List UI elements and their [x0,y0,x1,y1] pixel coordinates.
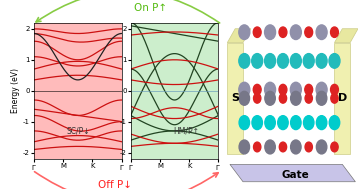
Circle shape [304,116,314,130]
Circle shape [239,91,250,105]
Text: On P↑: On P↑ [134,3,167,12]
Circle shape [265,82,276,97]
Circle shape [303,54,314,68]
Circle shape [265,140,275,154]
Text: Gate: Gate [281,170,309,180]
Text: Off P↓: Off P↓ [98,180,131,189]
Circle shape [265,25,276,40]
Circle shape [330,27,338,37]
Polygon shape [227,29,251,43]
Circle shape [253,93,261,103]
Circle shape [252,54,263,68]
Circle shape [291,140,301,154]
Circle shape [316,91,327,105]
Polygon shape [230,164,355,182]
Circle shape [330,84,338,95]
Circle shape [239,25,250,40]
FancyArrowPatch shape [36,0,220,23]
Circle shape [290,54,301,68]
Text: SC/P↓: SC/P↓ [66,126,90,136]
Circle shape [265,54,276,68]
Circle shape [291,91,301,105]
Polygon shape [334,43,350,154]
Circle shape [279,27,287,37]
Circle shape [290,25,301,40]
Text: D: D [338,93,347,103]
Circle shape [290,82,301,97]
Polygon shape [334,29,358,43]
Text: HM/P↑: HM/P↑ [173,126,199,136]
Polygon shape [227,43,243,154]
Circle shape [279,84,287,95]
Circle shape [239,140,250,154]
Circle shape [331,142,338,152]
Circle shape [316,140,327,154]
Circle shape [316,54,327,68]
Circle shape [305,27,313,37]
Circle shape [279,142,287,152]
Circle shape [239,54,250,68]
Text: S: S [231,93,239,103]
Circle shape [329,54,340,68]
Circle shape [253,142,261,152]
Circle shape [316,25,327,40]
Circle shape [291,116,301,130]
Y-axis label: Energy (eV): Energy (eV) [11,68,20,113]
Circle shape [316,82,327,97]
Circle shape [305,93,313,103]
Circle shape [253,84,261,95]
Circle shape [252,116,262,130]
Circle shape [305,142,313,152]
Circle shape [278,116,288,130]
Circle shape [265,91,275,105]
Circle shape [253,27,261,37]
Circle shape [279,93,287,103]
Circle shape [239,82,250,97]
FancyArrowPatch shape [34,172,218,189]
Circle shape [305,84,313,95]
Circle shape [316,116,327,130]
Circle shape [331,93,338,103]
Circle shape [265,116,275,130]
Circle shape [239,116,250,130]
Circle shape [329,116,340,130]
Circle shape [277,54,289,68]
